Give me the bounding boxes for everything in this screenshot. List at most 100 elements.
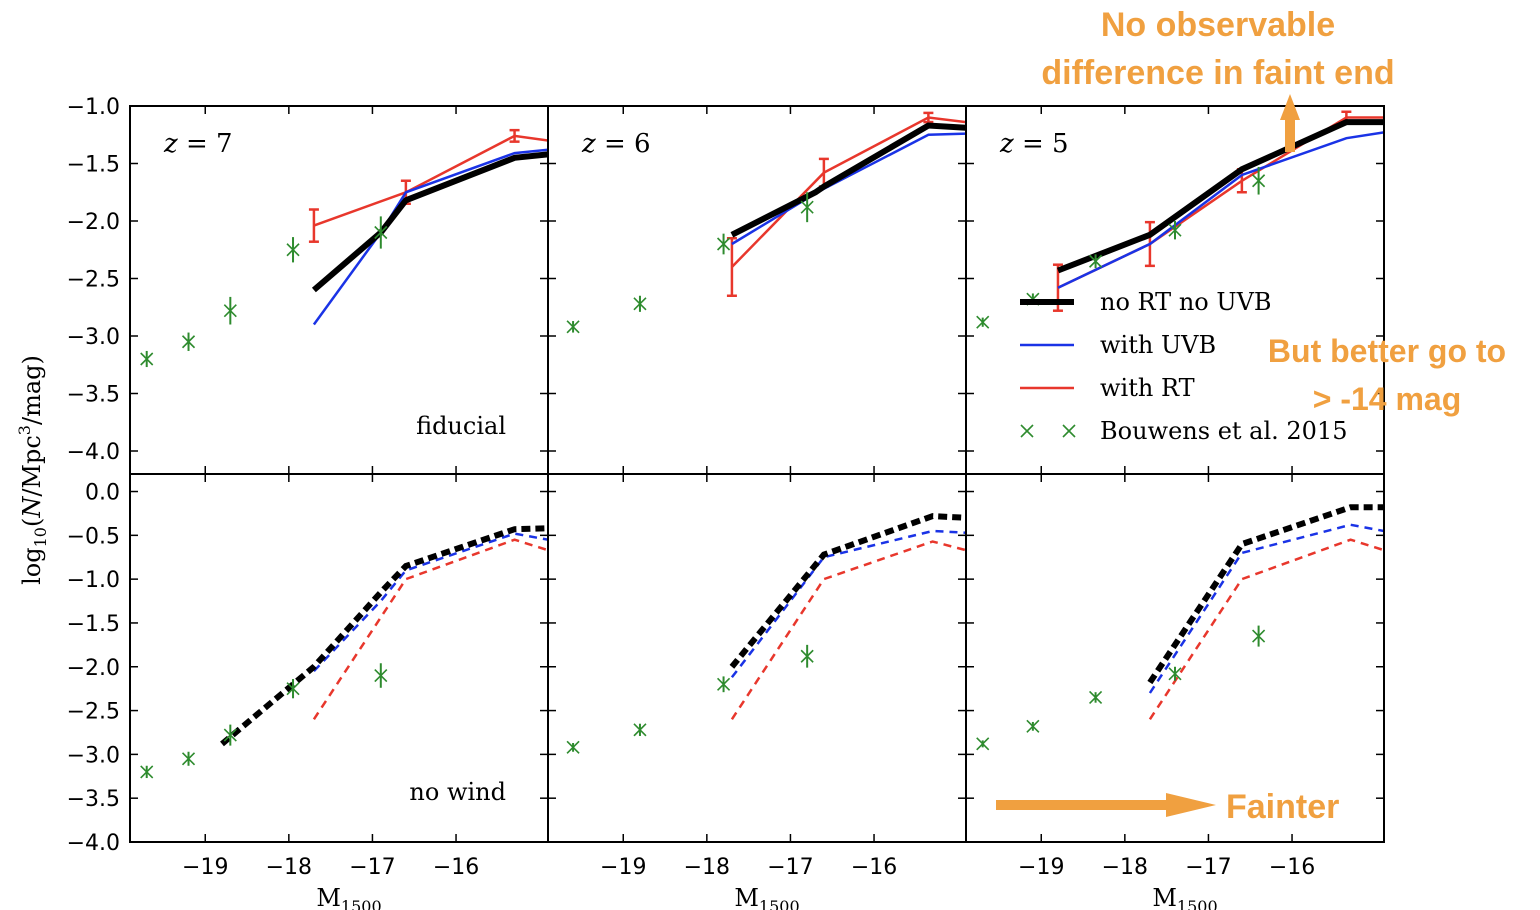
x-tick-label: −19 xyxy=(182,855,228,880)
y-tick-label: −1.0 xyxy=(67,95,120,120)
series-line-with-uvb xyxy=(312,148,548,326)
x-tick-label: −16 xyxy=(851,855,897,880)
bouwens-point xyxy=(1168,223,1182,237)
series-line-with-uvb xyxy=(312,532,548,672)
annotation-no-observable: No observable xyxy=(1101,6,1335,44)
plot-area xyxy=(140,525,548,779)
series-line-no-rt-no-uvb xyxy=(729,513,966,669)
x-tick-label: −16 xyxy=(433,855,479,880)
bouwens-point xyxy=(1089,690,1103,704)
series-line-with-uvb xyxy=(730,529,966,679)
bouwens-point xyxy=(566,740,580,754)
bouwens-point xyxy=(1252,629,1266,643)
annotation-mag-limit: > -14 mag xyxy=(1313,381,1462,417)
series-line-with-rt xyxy=(312,538,548,720)
x-axis-label: M1500 xyxy=(316,884,381,910)
panel-r0-c0: −1.0 −1.5 −2.0 −2.5 −3.0 −3.5 −4.0 z = 7 fiducia… xyxy=(67,95,549,475)
bouwens-point xyxy=(181,335,196,349)
bouwens-point xyxy=(140,765,154,779)
legend-marker xyxy=(1062,424,1076,438)
y-tick-label: −1.5 xyxy=(67,153,120,178)
series-line-with-rt xyxy=(313,134,548,227)
x-tick-label: −16 xyxy=(1269,855,1315,880)
bouwens-point xyxy=(374,668,388,683)
legend: no RT no UVB with UVB with RT Bouwens et al… xyxy=(1020,288,1348,445)
bouwens-point xyxy=(1089,254,1103,268)
bouwens-point xyxy=(566,320,580,334)
panel-r1-c2: −19 −18 −17 −16 M1500 xyxy=(965,473,1385,910)
legend-label: Bouwens et al. 2015 xyxy=(1100,417,1348,445)
bouwens-point xyxy=(223,728,237,742)
panel-r0-c2: z = 5 xyxy=(965,105,1385,475)
series-line-no-rt-no-uvb xyxy=(1056,119,1384,274)
bouwens-point xyxy=(633,723,647,737)
row-label: no wind xyxy=(409,778,506,806)
plot-area xyxy=(976,110,1384,329)
y-tick-label: −4.0 xyxy=(67,831,120,856)
bouwens-point xyxy=(633,297,647,311)
series-line-with-rt xyxy=(731,116,966,268)
bouwens-point xyxy=(374,225,388,240)
bouwens-point xyxy=(286,682,300,696)
panel-r1-c1: −19 −18 −17 −16 M1500 xyxy=(547,473,967,910)
series-line-with-rt xyxy=(1148,538,1384,720)
series-line-with-uvb xyxy=(731,132,966,246)
plot-area xyxy=(976,504,1384,751)
y-tick-label: −3.5 xyxy=(67,787,120,812)
legend-entry: no RT no UVB xyxy=(1020,288,1272,316)
x-tick-label: −18 xyxy=(684,855,730,880)
plot-area xyxy=(566,513,966,754)
row-label: fiducial xyxy=(416,412,506,440)
series-line-no-rt-no-uvb xyxy=(311,151,548,293)
bouwens-point xyxy=(1026,719,1040,733)
x-tick-label: −17 xyxy=(1185,855,1231,880)
legend-entry: Bouwens et al. 2015 xyxy=(1020,417,1348,445)
x-tick-label: −18 xyxy=(266,855,312,880)
y-tick-label: −3.5 xyxy=(67,383,120,408)
panel-frame xyxy=(965,473,1385,843)
y-tick-label: −2.5 xyxy=(67,700,120,725)
bouwens-point xyxy=(286,243,300,257)
bouwens-point xyxy=(976,315,990,329)
up-arrow-icon xyxy=(1280,94,1300,152)
x-axis-label: M1500 xyxy=(1152,884,1217,910)
panel-r1-c0: −19 −18 −17 −16 0.0 −0.5 −1.0 −1.5 −2.0 −2.5 −3.0 −… xyxy=(67,473,549,910)
legend-marker xyxy=(1020,424,1034,438)
series-line-no-rt-no-uvb xyxy=(730,122,966,238)
right-arrow-icon xyxy=(996,793,1216,817)
panel-grid: −1.0 −1.5 −2.0 −2.5 −3.0 −3.5 −4.0 z = 7 fiducia… xyxy=(67,95,1385,910)
panel-frame xyxy=(547,105,967,475)
legend-label: with UVB xyxy=(1100,331,1216,359)
bouwens-point xyxy=(140,352,154,366)
bouwens-point xyxy=(1252,174,1266,188)
bouwens-point xyxy=(716,677,731,691)
legend-label: no RT no UVB xyxy=(1100,288,1272,316)
bouwens-point xyxy=(223,304,237,318)
annotation-difference-faint-end: difference in faint end xyxy=(1041,54,1394,92)
series-line-with-uvb xyxy=(1148,523,1384,694)
x-axis-label: M1500 xyxy=(734,884,799,910)
x-tick-label: −17 xyxy=(349,855,395,880)
panel-r0-c1: z = 6 xyxy=(547,105,967,475)
redshift-label: z = 5 xyxy=(999,129,1069,159)
redshift-label: z = 6 xyxy=(581,129,651,159)
plot-area xyxy=(566,111,966,334)
bouwens-point xyxy=(1168,667,1182,681)
annotation-fainter: Fainter xyxy=(1226,788,1339,826)
bouwens-point xyxy=(716,237,731,251)
y-tick-label: −3.0 xyxy=(67,743,120,768)
x-tick-label: −18 xyxy=(1102,855,1148,880)
x-tick-label: −17 xyxy=(767,855,813,880)
bouwens-point xyxy=(976,737,990,751)
annotation-better-go-to: But better go to xyxy=(1268,333,1506,369)
bouwens-point xyxy=(181,752,196,766)
series-line-with-uvb xyxy=(1057,131,1384,289)
x-tick-label: −19 xyxy=(600,855,646,880)
bouwens-point xyxy=(800,200,814,214)
legend-label: with RT xyxy=(1100,374,1195,402)
y-tick-label: −2.0 xyxy=(67,656,120,681)
y-tick-label: −1.0 xyxy=(67,568,120,593)
x-tick-label: −19 xyxy=(1018,855,1064,880)
y-tick-label: 0.0 xyxy=(85,481,120,506)
